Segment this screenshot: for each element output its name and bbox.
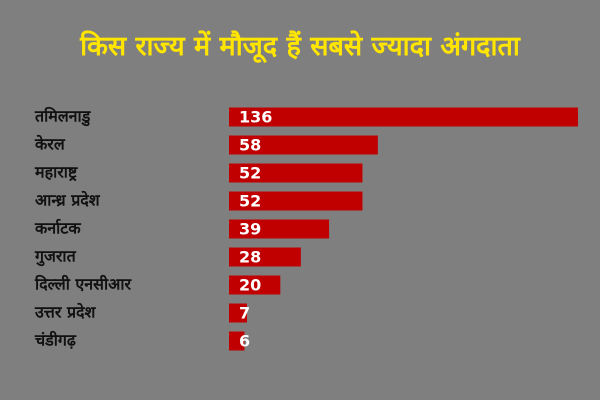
bar — [229, 107, 578, 127]
category-label: कर्नाटक — [34, 219, 81, 238]
bar — [229, 331, 245, 351]
bar — [229, 303, 247, 323]
bar — [229, 247, 301, 267]
bar — [229, 191, 363, 211]
category-label: उत्तर प्रदेश — [34, 303, 97, 322]
bar — [229, 219, 330, 239]
value-label: 7 — [239, 304, 250, 323]
category-label: आन्ध्र प्रदेश — [35, 191, 101, 210]
value-label: 6 — [239, 332, 250, 351]
category-label: दिल्ली एनसीआर — [34, 275, 132, 294]
bar — [229, 275, 281, 295]
value-label: 52 — [239, 192, 261, 211]
bar — [229, 163, 363, 183]
value-label: 52 — [239, 164, 261, 183]
value-label: 39 — [239, 220, 261, 239]
chart-title: किस राज्य में मौजूद हैं सबसे ज्यादा अंगद… — [79, 30, 521, 64]
value-label: 28 — [239, 248, 261, 267]
value-label: 20 — [239, 276, 261, 295]
category-label: महाराष्ट्र — [34, 163, 78, 182]
value-label: 136 — [239, 108, 272, 127]
bar — [229, 135, 378, 155]
category-label: गुजरात — [34, 247, 77, 267]
category-label: चंडीगढ़ — [34, 331, 77, 350]
value-label: 58 — [239, 136, 261, 155]
category-label: केरल — [34, 135, 66, 154]
category-label: तमिलनाडु — [34, 107, 92, 127]
